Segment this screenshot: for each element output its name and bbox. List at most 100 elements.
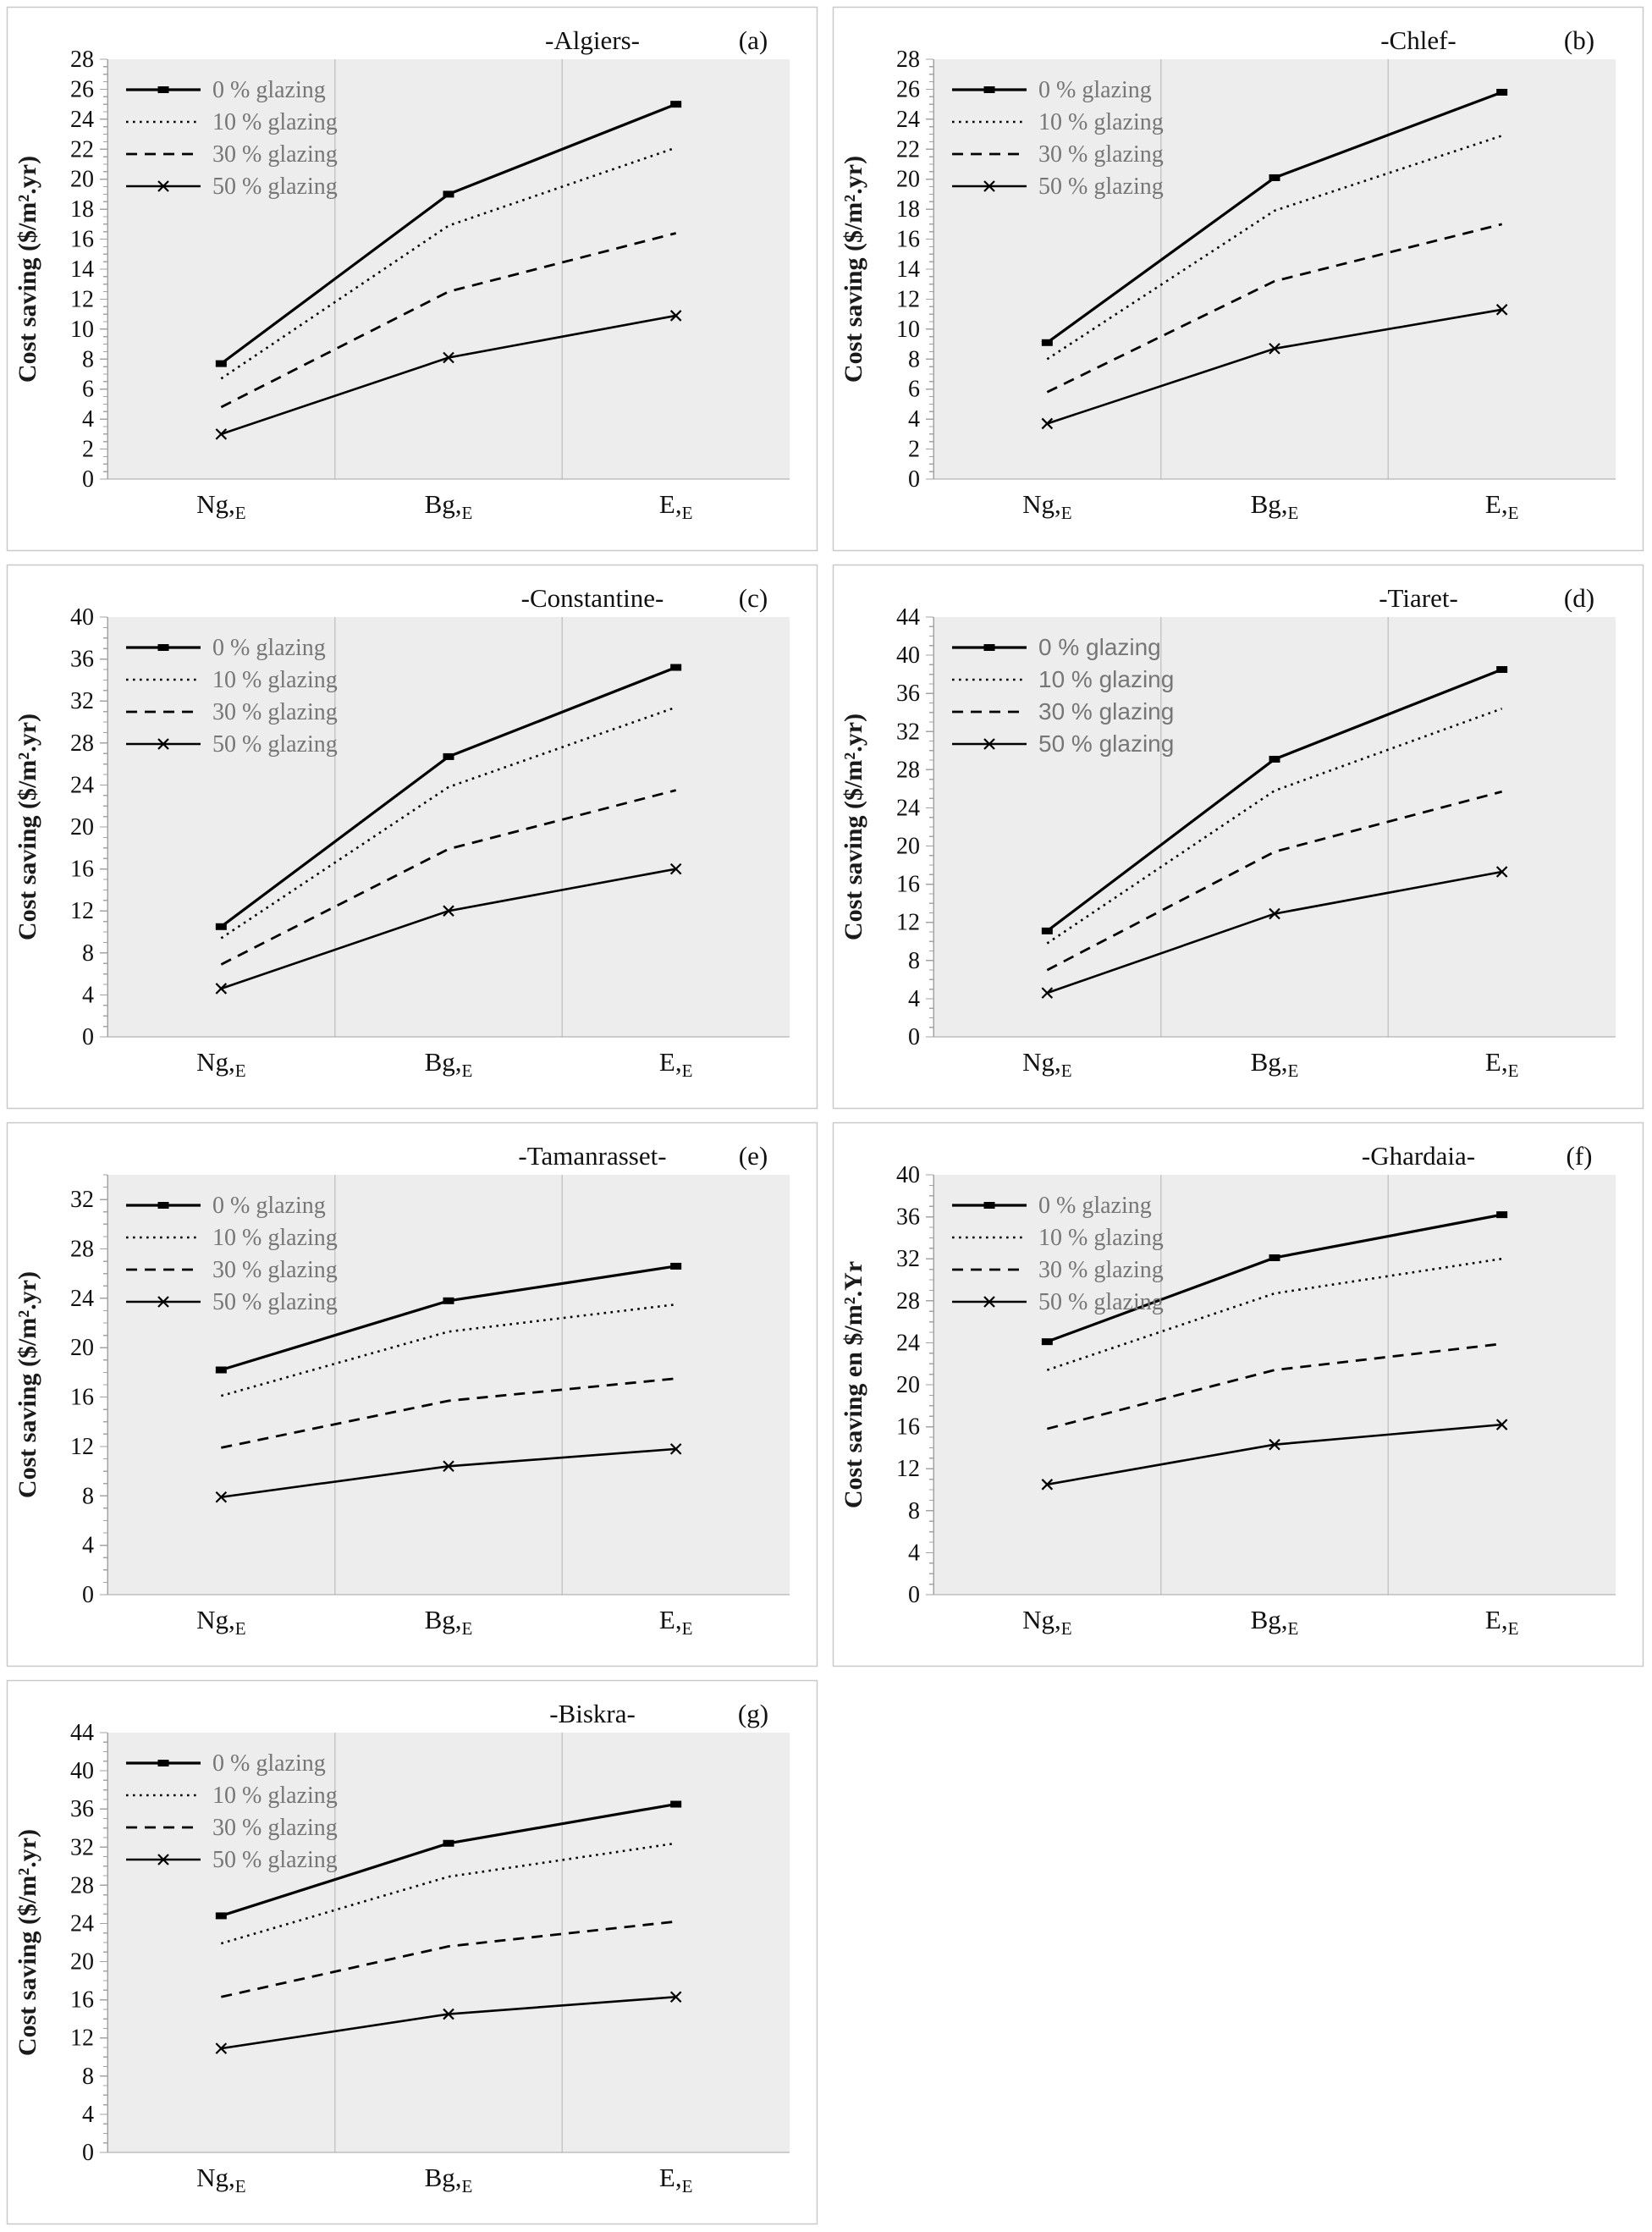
panel-letter: (a) (739, 25, 768, 55)
x-marker (1041, 987, 1054, 999)
x-marker (1269, 907, 1280, 920)
chart-panel-d: 0 4 8 12 16 20 24 28 32 36 40 44 Ng,E Bg,E E,E 0 % glaz… (826, 558, 1652, 1116)
x-marker (215, 983, 228, 995)
x-marker (1041, 1479, 1054, 1491)
square-marker (443, 1297, 454, 1304)
series-line (220, 1842, 676, 1945)
square-marker (1496, 1211, 1508, 1219)
y-tick-label: 20 (896, 1372, 920, 1398)
y-tick-label: 0 (908, 1024, 920, 1050)
y-tick-label: 32 (70, 1187, 94, 1213)
y-tick-label: 2 (82, 437, 94, 463)
series-line (220, 706, 677, 940)
series-line (1046, 135, 1503, 361)
series-0glazing (215, 101, 682, 367)
y-tick-label: 36 (896, 1204, 920, 1231)
y-tick-label: 24 (70, 1910, 94, 1937)
chart-title: -Ghardaia- (1362, 1141, 1475, 1171)
y-tick-label: 10 (896, 317, 920, 343)
y-tick-label: 36 (896, 681, 920, 707)
y-tick-label: 20 (896, 167, 920, 193)
panel-letter: (e) (739, 1141, 768, 1171)
y-tick-label: 22 (896, 136, 920, 163)
x-marker (669, 862, 682, 875)
chart-svg: 0 4 8 12 16 20 24 28 32 Ng,E Bg,E E,E 0 % glazing 10 … (6, 1122, 818, 1667)
x-marker (669, 310, 682, 322)
series-line (220, 146, 677, 380)
y-tick-label: 8 (908, 346, 920, 372)
x-category-label: E,E (659, 1605, 693, 1639)
x-marker (669, 1443, 682, 1455)
legend-label: 30 % glazing (212, 1815, 338, 1841)
y-tick-label: 16 (70, 1987, 94, 2014)
x-marker (1269, 343, 1280, 355)
y-tick-label: 20 (70, 167, 94, 193)
square-marker (215, 360, 227, 367)
series-30glazing (220, 789, 677, 966)
chart-svg: 0 4 8 12 16 20 24 28 32 36 40 Ng,E Bg,E E,E 0 % glazin… (832, 1122, 1644, 1667)
series-30glazing (1046, 223, 1503, 394)
series-10glazing (1046, 135, 1503, 361)
chart-panel-e: 0 4 8 12 16 20 24 28 32 Ng,E Bg,E E,E 0 % glazing 10 … (0, 1116, 826, 1673)
series-line (1046, 790, 1503, 972)
y-tick-label: 12 (896, 910, 920, 936)
y-tick-label: 0 (82, 2140, 94, 2166)
y-tick-label: 28 (896, 757, 920, 783)
y-tick-label: 28 (70, 1237, 94, 1263)
square-marker (443, 1839, 454, 1847)
y-tick-label: 32 (70, 688, 94, 714)
square-marker (215, 923, 227, 930)
square-marker (670, 101, 682, 108)
y-tick-label: 4 (82, 982, 94, 1008)
y-tick-label: 8 (82, 940, 94, 967)
series-0glazing (1041, 88, 1508, 346)
y-tick-label: 32 (896, 719, 920, 745)
legend-item: 0 % glazing (952, 1193, 1152, 1219)
series-line (1046, 223, 1503, 394)
x-category-label: Ng,E (1022, 489, 1071, 523)
y-tick-label: 8 (908, 948, 920, 974)
y-tick-label: 40 (896, 1162, 920, 1188)
y-tick-label: 12 (896, 1456, 920, 1482)
legend-item: 30 % glazing (126, 1815, 338, 1841)
x-marker (215, 1491, 228, 1503)
y-tick-label: 24 (70, 107, 94, 133)
square-marker (1496, 88, 1508, 96)
legend-label: 0 % glazing (212, 1750, 326, 1777)
legend-item: 50 % glazing (126, 174, 338, 200)
y-tick-label: 20 (896, 834, 920, 860)
panel-letter: (b) (1564, 25, 1594, 55)
legend-item: 30 % glazing (952, 1257, 1164, 1283)
square-marker (1269, 755, 1280, 763)
x-marker (1495, 866, 1508, 878)
y-tick-label: 4 (82, 406, 94, 433)
panel-letter: (f) (1567, 1141, 1593, 1171)
chart-title: -Biskra- (549, 1699, 636, 1728)
legend-item: 50 % glazing (952, 1289, 1164, 1315)
square-marker (443, 752, 454, 760)
series-50glazing (215, 310, 682, 440)
legend-item: 30 % glazing (952, 141, 1164, 168)
y-axis-title: Cost saving ($/m².yr) (14, 1829, 41, 2056)
series-10glazing (220, 146, 677, 380)
y-tick-label: 12 (70, 1434, 94, 1460)
chart-title: -Chlef- (1380, 25, 1457, 55)
panel-border (6, 1679, 818, 2225)
y-tick-label: 4 (908, 406, 920, 433)
legend-label: 50 % glazing (212, 1847, 338, 1873)
x-category-label: E,E (659, 2163, 693, 2196)
y-tick-label: 0 (908, 1582, 920, 1608)
series-30glazing (1046, 790, 1503, 972)
square-marker (1496, 666, 1508, 673)
legend-item: 0 % glazing (126, 1750, 326, 1777)
x-marker (443, 351, 454, 364)
y-tick-label: 40 (896, 642, 920, 669)
series-50glazing (1041, 304, 1508, 430)
y-tick-label: 0 (82, 1024, 94, 1050)
y-tick-label: 20 (70, 1949, 94, 1976)
y-tick-label: 6 (82, 377, 94, 403)
square-marker (670, 1262, 682, 1270)
x-marker (215, 2042, 228, 2054)
x-marker (443, 1460, 454, 1473)
